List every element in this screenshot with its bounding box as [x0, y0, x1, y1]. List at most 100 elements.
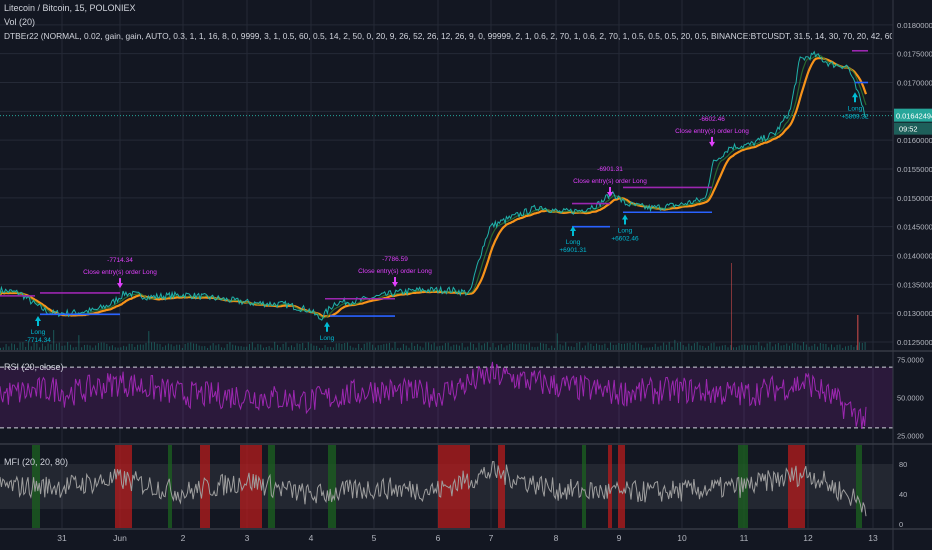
volume-bar [702, 345, 704, 350]
volume-bar [307, 342, 309, 350]
volume-bar [2, 347, 4, 350]
volume-bar [156, 343, 158, 350]
volume-bar [47, 343, 49, 350]
volume-bar [125, 346, 127, 350]
entry-pnl-label: -7714.34 [25, 337, 51, 344]
volume-bar [204, 346, 206, 350]
strategy-label[interactable]: DTBEr22 (NORMAL, 0.02, gain, gain, AUTO,… [4, 31, 892, 41]
time-tick-label: 5 [372, 533, 377, 543]
volume-bar [621, 343, 623, 350]
volume-bar [573, 347, 575, 350]
volume-bar [383, 344, 385, 350]
rsi-label[interactable]: RSI (20, close) [4, 362, 64, 372]
volume-bar [302, 342, 304, 350]
volume-bar [478, 342, 480, 350]
mfi-overbought-zone [498, 445, 505, 528]
volume-bar [111, 345, 113, 350]
volume-bar [786, 343, 788, 350]
volume-bar [696, 342, 698, 350]
volume-bar [344, 342, 346, 350]
volume-bar [92, 347, 94, 350]
rsi-pane[interactable] [0, 361, 893, 429]
volume-bar [263, 347, 265, 350]
volume-bar [651, 346, 653, 350]
volume-bar [447, 342, 449, 350]
close-exit-label: Close entry(s) order Long [83, 269, 157, 276]
symbol-title[interactable]: Litecoin / Bitcoin, 15, POLONIEX [4, 3, 136, 13]
volume-bar [733, 347, 735, 350]
time-tick-label: 31 [57, 533, 67, 543]
long-entry-arrow[interactable] [852, 92, 858, 103]
mfi-label[interactable]: MFI (20, 20, 80) [4, 457, 69, 467]
volume-bar [623, 343, 625, 350]
volume-bar [67, 342, 69, 350]
volume-bar [0, 347, 1, 350]
volume-bar [856, 345, 858, 350]
volume-bar [422, 347, 424, 350]
volume-bar [282, 343, 284, 350]
mfi-line [0, 461, 867, 517]
volume-bar [109, 346, 111, 350]
volume-bar [682, 345, 684, 350]
volume-bar [635, 342, 637, 350]
volume-bar [783, 345, 785, 350]
volume-bar [839, 344, 841, 350]
current-price-label: 0.01642494 [896, 112, 932, 121]
mfi-overbought-zone [788, 445, 805, 528]
volume-bar [360, 347, 362, 350]
volume-bar [845, 346, 847, 350]
volume-bar [833, 347, 835, 350]
volume-bar [11, 343, 13, 350]
volume-bar [584, 345, 586, 350]
volume-bar [822, 343, 824, 350]
volume-bar [69, 344, 71, 350]
volume-bar [173, 346, 175, 350]
volume-bar [251, 342, 253, 350]
close-exit-arrow[interactable] [709, 136, 715, 147]
volume-bar [730, 345, 732, 350]
mfi-pane[interactable] [0, 445, 893, 528]
volume-bar [246, 346, 248, 350]
volume-bar [741, 344, 743, 350]
price-tick-label: 0.01250000 [897, 338, 932, 347]
volume-bar [27, 342, 29, 350]
volume-bar [145, 342, 147, 350]
volume-label[interactable]: Vol (20) [4, 17, 36, 27]
volume-bar [374, 347, 376, 350]
volume-bar [800, 345, 802, 350]
volume-bar [777, 343, 779, 350]
volume-bar [503, 347, 505, 350]
volume-bar [226, 344, 228, 350]
long-entry-arrow[interactable] [324, 321, 330, 332]
volume-bar [665, 344, 667, 350]
volume-bar [562, 345, 564, 350]
volume-bar [492, 342, 494, 350]
close-exit-arrow[interactable] [392, 276, 398, 287]
volume-bar [657, 346, 659, 350]
close-exit-arrow[interactable] [607, 186, 613, 197]
volume-bar [355, 347, 357, 350]
long-entry-arrow[interactable] [35, 316, 41, 327]
volume-bar [221, 347, 223, 350]
time-tick-label: 3 [245, 533, 250, 543]
long-entry-arrow[interactable] [622, 214, 628, 225]
volume-bar [83, 344, 85, 350]
volume-bar [632, 344, 634, 350]
volume-bar [327, 347, 329, 350]
volume-bar [100, 342, 102, 350]
volume-bar [215, 345, 217, 350]
close-exit-arrow[interactable] [117, 278, 123, 289]
volume-bar [649, 347, 651, 350]
volume-bar [761, 345, 763, 350]
volume-bar [341, 343, 343, 350]
volume-bar [218, 344, 220, 350]
long-entry-arrow[interactable] [570, 226, 576, 237]
volume-bar [293, 347, 295, 350]
exit-pnl-label: -6602.46 [699, 116, 725, 123]
volume-bar [581, 347, 583, 350]
volume-bar [405, 345, 407, 350]
volume-bar [859, 342, 861, 350]
